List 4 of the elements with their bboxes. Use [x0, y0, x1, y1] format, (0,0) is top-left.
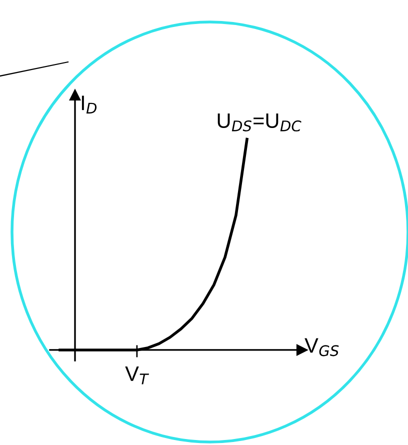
y-axis-title: I$_{D}$ — [82, 96, 97, 114]
text: V$_{T}$ — [125, 366, 150, 384]
x-axis-title: V$_{GS}$ — [304, 338, 339, 356]
text: U$_{DS}$=U$_{DC}$ — [218, 113, 302, 132]
